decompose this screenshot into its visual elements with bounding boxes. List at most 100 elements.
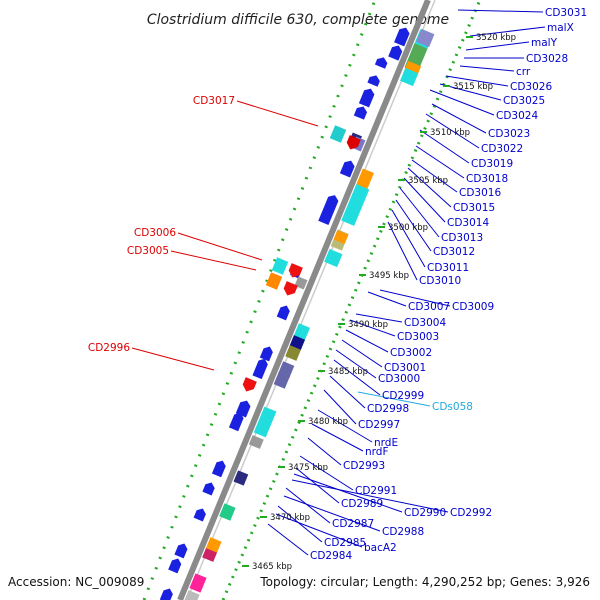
map-title: Clostridium difficile 630, complete geno… bbox=[147, 12, 449, 28]
gene-label: CD3024 bbox=[496, 110, 538, 122]
gene-feature bbox=[219, 503, 236, 521]
gene-feature bbox=[416, 28, 435, 48]
gene-label: CD3019 bbox=[471, 158, 513, 170]
gene-feature bbox=[168, 558, 182, 574]
gene-feature bbox=[193, 508, 206, 522]
gene-label: CD3011 bbox=[427, 262, 469, 274]
kbp-mark: 3515 kbp bbox=[453, 82, 493, 92]
gene-label: CD3012 bbox=[433, 246, 475, 258]
gene-features bbox=[159, 27, 435, 600]
gene-label: CD3031 bbox=[545, 7, 587, 19]
gene-label: CD3001 bbox=[384, 362, 426, 374]
gene-label: bacA2 bbox=[364, 542, 397, 554]
gene-label: CD2988 bbox=[382, 526, 424, 538]
gene-label-reverse: CD3017 bbox=[193, 95, 235, 107]
gene-label: CD3022 bbox=[481, 143, 523, 155]
gene-label: CD2990 bbox=[404, 507, 446, 519]
kbp-mark: 3480 kbp bbox=[308, 417, 348, 427]
gene-feature bbox=[174, 543, 188, 559]
gene-feature bbox=[211, 460, 226, 478]
gene-feature bbox=[333, 230, 349, 244]
gene-label: CD2997 bbox=[358, 419, 400, 431]
gene-feature bbox=[388, 45, 403, 61]
gene-label-reverse: CD3005 bbox=[127, 245, 169, 257]
reverse-gene-arrow bbox=[288, 263, 303, 278]
gene-feature bbox=[339, 160, 355, 178]
gene-label: CD3000 bbox=[378, 373, 420, 385]
gene-label: crr bbox=[516, 66, 531, 78]
gene-label: CD3023 bbox=[488, 128, 530, 140]
gene-label: CD3025 bbox=[503, 95, 545, 107]
backbone-highlight bbox=[186, 0, 436, 600]
gene-feature bbox=[318, 195, 339, 225]
kbp-mark: 3505 kbp bbox=[408, 176, 448, 186]
gene-feature bbox=[400, 67, 419, 87]
kbp-mark: 3500 kbp bbox=[388, 223, 428, 233]
kbp-mark: 3470 kbp bbox=[270, 513, 310, 523]
gene-feature bbox=[202, 482, 215, 496]
gene-label: CD3003 bbox=[397, 331, 439, 343]
gene-feature bbox=[205, 537, 222, 553]
gene-label: CD3013 bbox=[441, 232, 483, 244]
kbp-mark: 3520 kbp bbox=[476, 33, 516, 43]
gene-label: CD2993 bbox=[343, 460, 385, 472]
gene-feature bbox=[358, 88, 375, 108]
gene-label-reverse: CD2996 bbox=[88, 342, 130, 354]
genome-backbone bbox=[177, 0, 431, 600]
gene-feature bbox=[202, 548, 218, 562]
gene-label: CD2998 bbox=[367, 403, 409, 415]
gene-label: CD2987 bbox=[332, 518, 374, 530]
gene-label: CD3018 bbox=[466, 173, 508, 185]
gene-feature bbox=[367, 75, 380, 87]
reverse-gene-block bbox=[271, 257, 289, 275]
reverse-gene-block bbox=[265, 272, 283, 290]
kbp-mark: 3510 kbp bbox=[430, 128, 470, 138]
kbp-scale: 3520 kbp 3515 kbp 3510 kbp 3505 kbp 3500 kbp… bbox=[242, 33, 516, 572]
gene-feature bbox=[252, 358, 268, 380]
gene-feature bbox=[294, 276, 308, 290]
label-callout-lines bbox=[131, 9, 546, 556]
kbp-mark: 3495 kbp bbox=[369, 271, 409, 281]
gene-feature bbox=[353, 106, 368, 120]
gene-feature bbox=[248, 435, 264, 449]
gene-label: CD2992 bbox=[450, 507, 492, 519]
gene-label: CD3004 bbox=[404, 317, 446, 329]
gene-feature bbox=[233, 470, 249, 486]
gene-label: CD2991 bbox=[355, 485, 397, 497]
gene-feature bbox=[276, 305, 290, 321]
gene-label: CD3009 bbox=[452, 301, 494, 313]
gene-feature bbox=[189, 573, 207, 593]
gene-feature bbox=[228, 412, 244, 432]
topology-text: Topology: circular; Length: 4,290,252 bp… bbox=[259, 575, 590, 589]
gene-label: CDs058 bbox=[432, 401, 473, 413]
gene-feature bbox=[341, 202, 362, 226]
gene-label: CD2984 bbox=[310, 550, 352, 562]
gene-feature bbox=[183, 590, 200, 600]
gene-label: CD2989 bbox=[341, 498, 383, 510]
kbp-mark: 3465 kbp bbox=[252, 562, 292, 572]
gene-label: CD3016 bbox=[459, 187, 501, 199]
gene-feature bbox=[273, 371, 291, 389]
gene-label: nrdF bbox=[365, 446, 389, 458]
gene-label: CD3015 bbox=[453, 202, 495, 214]
gene-feature bbox=[259, 346, 273, 362]
gene-label: CD3010 bbox=[419, 275, 461, 287]
gene-feature bbox=[285, 345, 301, 361]
gene-feature bbox=[159, 588, 173, 600]
reverse-gene-arrow bbox=[283, 281, 298, 296]
gene-feature bbox=[374, 57, 388, 69]
kbp-mark: 3475 kbp bbox=[288, 463, 328, 473]
gene-label: malX bbox=[547, 22, 574, 34]
reverse-gene-arrow bbox=[242, 377, 257, 392]
gene-feature bbox=[394, 27, 410, 47]
gene-label: CD3026 bbox=[510, 81, 552, 93]
kbp-mark: 3490 kbp bbox=[348, 320, 388, 330]
reverse-gene-arrow bbox=[346, 135, 361, 150]
outer-ruler-ticks bbox=[142, 0, 377, 600]
gene-feature bbox=[253, 406, 277, 438]
gene-label: CD3014 bbox=[447, 217, 489, 229]
gene-label: CD3028 bbox=[526, 53, 568, 65]
gene-feature bbox=[293, 323, 311, 341]
